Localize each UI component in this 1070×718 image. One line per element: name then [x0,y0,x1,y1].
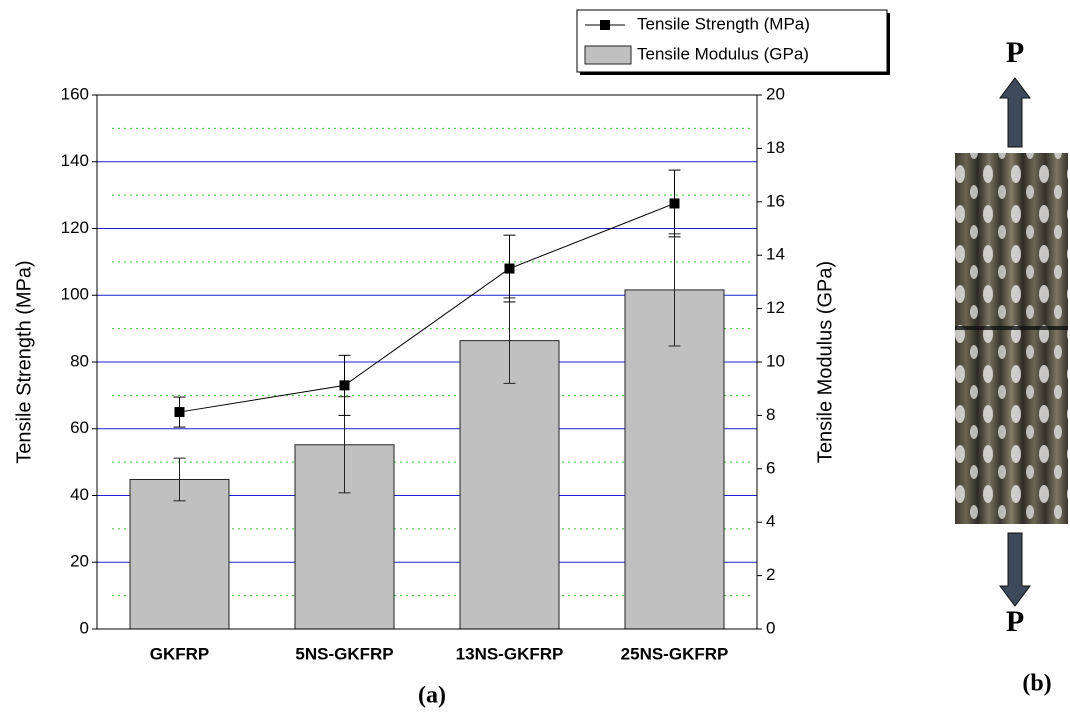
y2-tick-label: 14 [766,245,785,264]
load-label: P [1006,36,1024,69]
legend-swatch [600,20,610,30]
bar [129,478,230,630]
legend-label: Tensile Strength (MPa) [637,14,810,33]
bar [459,340,560,630]
legend: Tensile Strength (MPa) Tensile Modulus (G… [576,9,890,75]
legend-shadow [887,13,890,75]
arrow-down [999,532,1031,607]
y-tick-label: 60 [70,418,89,437]
y2-axis-label: Tensile Modulus (GPa) [814,261,836,463]
y2-tick-label: 20 [766,84,785,103]
y2-tick-label: 8 [766,405,775,424]
specimen-texture [955,153,1068,524]
marker [504,263,515,274]
line [179,203,675,413]
y2-tick-label: 16 [766,191,785,210]
caption: (a) [418,683,446,709]
y-tick-label: 20 [70,552,89,571]
legend-swatch [584,45,632,65]
error-bar [173,457,186,502]
y-tick-label: 160 [61,84,89,103]
crack [955,326,1068,330]
y2-tick-label: 18 [766,138,785,157]
marker [174,407,185,418]
x-tick-label: 5NS-GKFRP [295,644,393,663]
x-tick-label: GKFRP [150,644,210,663]
legend-shadow [580,72,890,75]
y2-tick-label: 10 [766,351,785,370]
load-label: P [1006,605,1024,638]
arrow-up [999,77,1031,148]
x-tick-label: 25NS-GKFRP [621,644,729,663]
y-tick-label: 80 [70,351,89,370]
y-tick-label: 120 [61,218,89,237]
y2-tick-label: 12 [766,298,785,317]
plot-frame [96,94,758,630]
y2-tick-label: 6 [766,458,775,477]
y-axis-label: Tensile Strength (MPa) [13,260,35,463]
y-tick-label: 100 [61,285,89,304]
y-tick-label: 40 [70,485,89,504]
y2-tick-label: 0 [766,618,775,637]
caption: (b) [1022,671,1051,697]
y2-tick-label: 4 [766,512,775,531]
panel-b: P P (b) [955,36,1068,697]
marker [339,380,350,391]
y-tick-label: 140 [61,151,89,170]
y-tick-label: 0 [80,618,89,637]
marker [669,198,680,209]
legend-label: Tensile Modulus (GPa) [637,44,809,63]
x-tick-label: 13NS-GKFRP [456,644,564,663]
y2-tick-label: 2 [766,565,775,584]
